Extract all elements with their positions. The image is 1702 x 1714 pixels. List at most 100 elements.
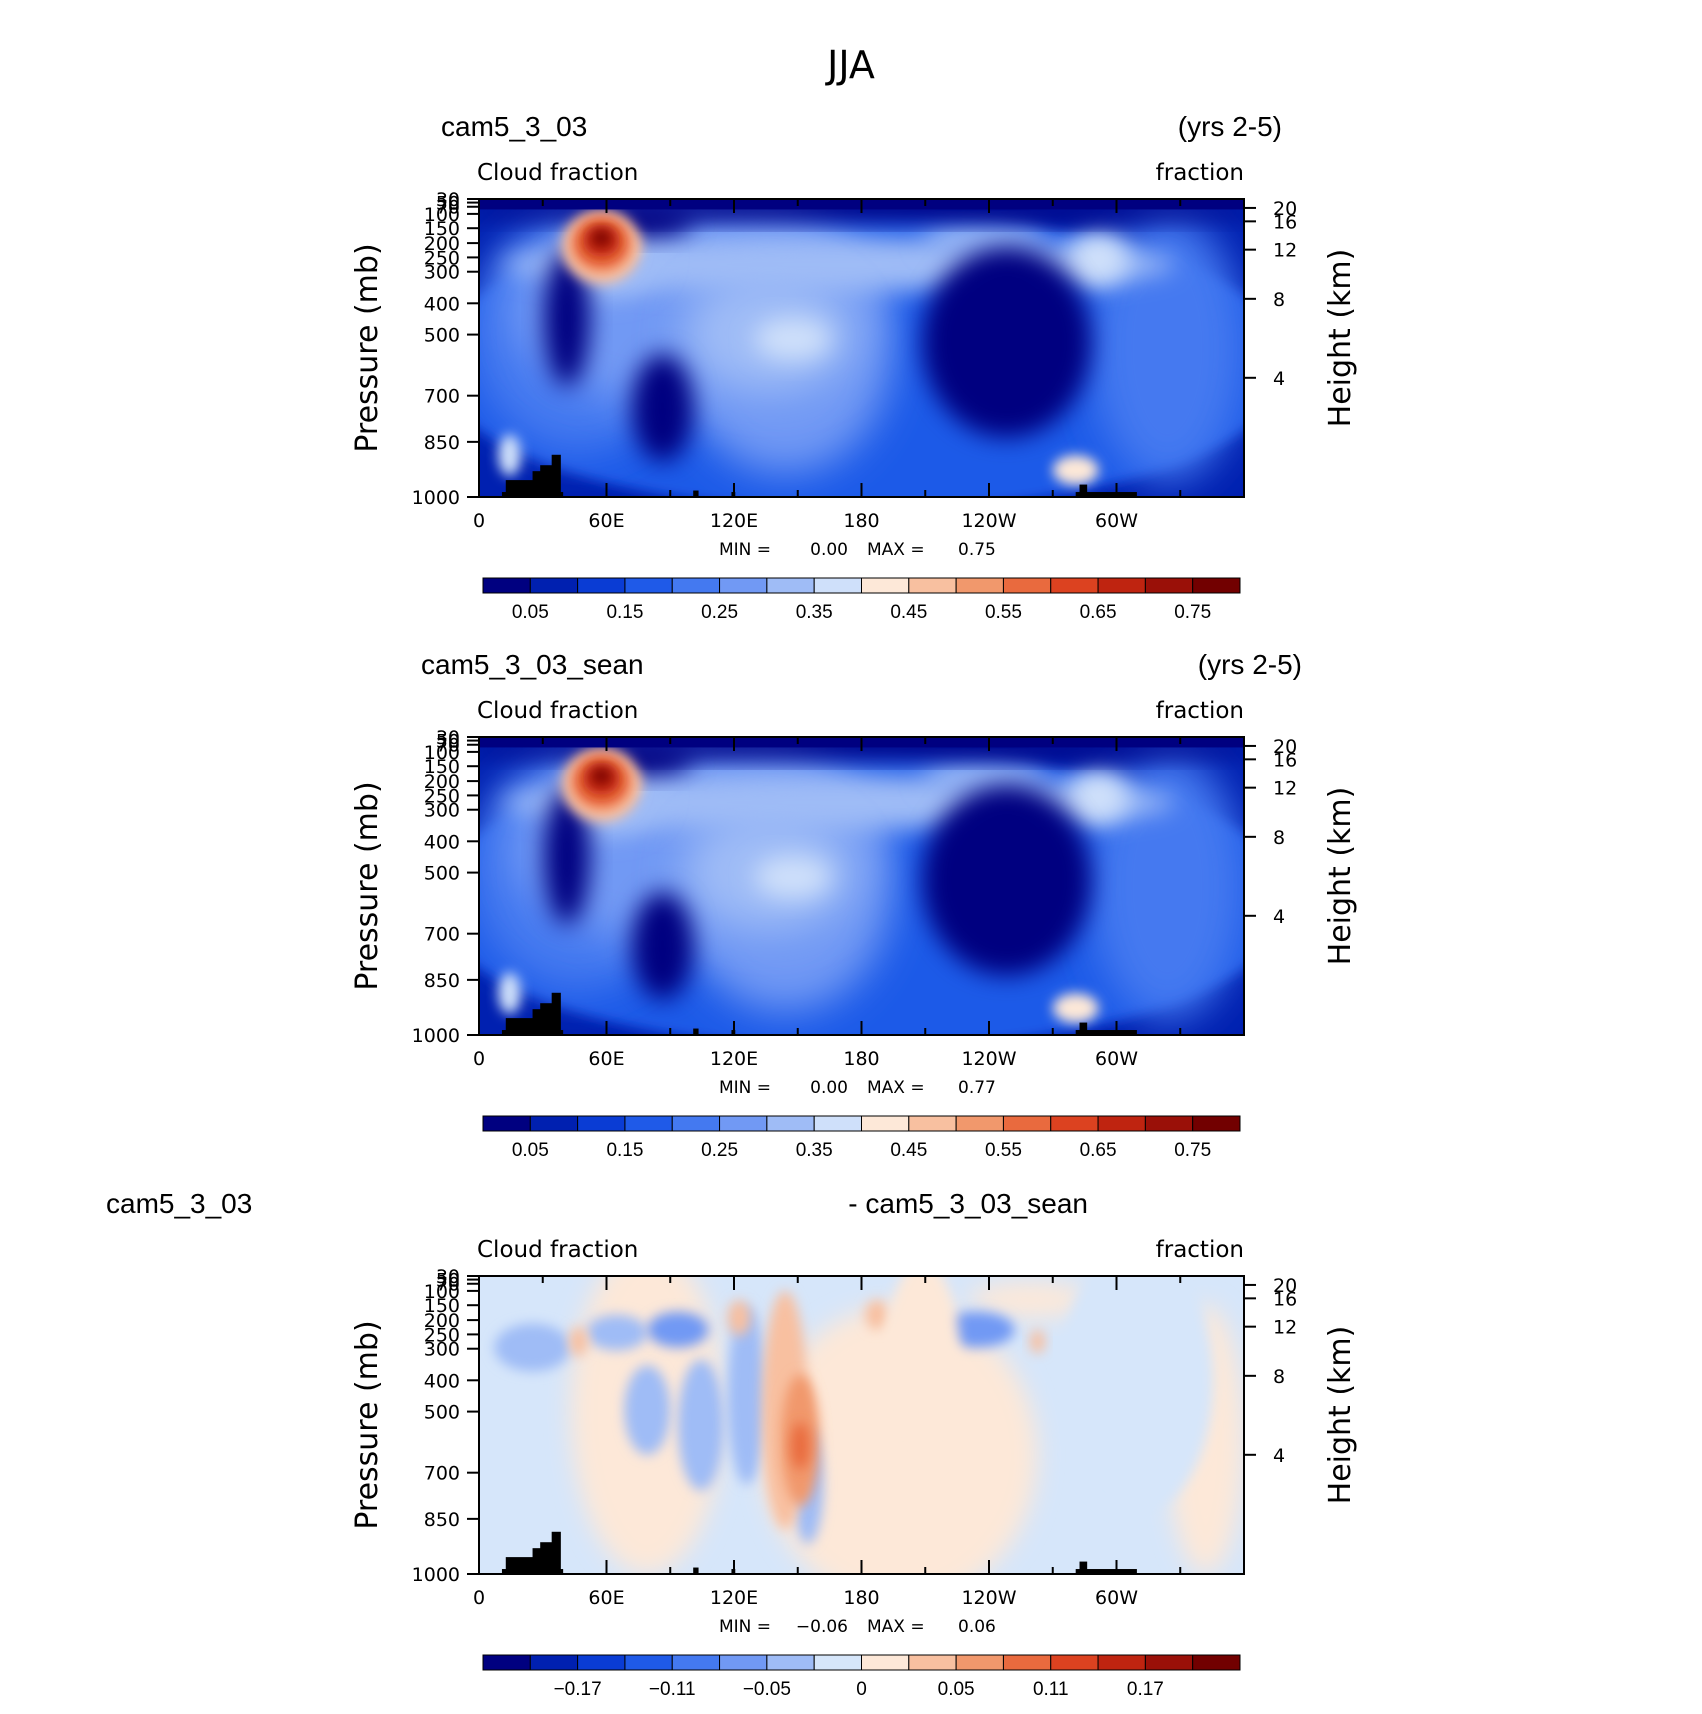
y-tick-label: 200 [424,233,460,255]
colorbar-label: 0.75 [1174,602,1211,623]
y-tick-label: 150 [424,756,460,778]
y-axis-label: Pressure (mb) [350,243,385,452]
panel-subtitle-left: Cloud fraction [477,1237,638,1263]
y-tick-label: 850 [424,432,460,454]
y-axis-label-right: Height (km) [1323,1326,1358,1505]
colorbar-swatch [908,1115,957,1132]
colorbar-swatch [577,577,626,594]
contour-field [479,737,1244,1035]
y-tick-right-label: 8 [1273,827,1285,849]
y-tick-label: 30 [436,727,460,749]
contour-region-negative [586,1314,648,1351]
x-tick-label: 0 [473,1587,485,1609]
panel-left-title: cam5_3_03 [441,111,587,142]
land-mask [532,471,545,497]
contour-region-negative [494,1323,571,1372]
panel-right-title: (yrs 2-5) [1178,111,1282,142]
contour-region-low [922,246,1091,438]
colorbar-label: 0.15 [606,1140,643,1161]
colorbar-swatch [908,1654,957,1671]
y-tick-right-label: 12 [1273,240,1297,262]
panel-subtitle-right: fraction [1156,160,1244,186]
contour-region-positive [791,1422,810,1470]
contour-region-low [922,784,1091,976]
colorbar-swatch [766,1115,815,1132]
colorbar-swatch [1192,1115,1241,1132]
x-tick-label: 120W [961,1048,1016,1070]
y-tick-right-label: 20 [1273,1275,1297,1297]
y-tick-label: 700 [424,1463,460,1485]
y-tick-right-label: 16 [1273,211,1297,233]
colorbar-label: −0.05 [743,1679,791,1700]
colorbar-label: 0.17 [1127,1679,1164,1700]
y-tick-label: 400 [424,831,460,853]
contour-field [479,199,1244,497]
y-tick-label: 300 [424,1339,460,1361]
colorbar-label: 0.65 [1080,602,1117,623]
colorbar-swatch [955,577,1004,594]
land-mask [1075,492,1137,497]
colorbar-label: 0.05 [512,602,549,623]
colorbar-swatch [1097,1115,1146,1132]
y-tick-label: 300 [424,262,460,284]
y-tick-label: 50 [436,731,460,753]
x-tick-label: 60W [1095,510,1138,532]
y-tick-label: 400 [424,293,460,315]
land-mask [551,454,561,497]
colorbar-swatch [1144,1654,1194,1671]
y-tick-right-label: 12 [1273,778,1297,800]
x-tick-label: 60W [1095,1587,1138,1609]
y-tick-label: 200 [424,771,460,793]
land-mask [1075,1569,1137,1574]
colorbar-label: 0.25 [701,1140,738,1161]
colorbar: 0.05 0.15 0.25 0.35 0.45 0.55 0.65 0.75 [482,577,1241,623]
land-mask [551,992,561,1035]
colorbar-label: 0.05 [938,1679,975,1700]
contour-region-high [592,768,611,784]
panel-left-title: cam5_3_03_sean [421,649,644,680]
y-tick-right-label: 12 [1273,1317,1297,1339]
y-tick-right-label: 20 [1273,198,1297,220]
colorbar: 0.05 0.15 0.25 0.35 0.45 0.55 0.65 0.75 [482,1115,1241,1161]
land-mask [1075,1030,1137,1035]
contour-region-low [632,891,694,1000]
land-mask [505,1557,541,1574]
x-tick-label: 120E [710,1048,758,1070]
contour-region [1068,769,1130,824]
max-value: 0.77 [958,1078,996,1098]
colorbar-swatch [719,1654,768,1671]
colorbar-swatch [482,1654,531,1671]
colorbar-swatch [482,1115,531,1132]
contour-region-positive [865,1299,889,1330]
land-mask [693,490,699,497]
colorbar-swatch [1002,1115,1052,1132]
land-mask [1079,1022,1088,1035]
y-tick-label: 100 [424,1281,460,1303]
contour-region [498,972,522,1015]
colorbar-swatch [1144,1115,1194,1132]
colorbar-swatch [624,577,673,594]
y-tick-label: 250 [424,785,460,807]
contour-region-low [544,249,590,387]
colorbar-swatch [529,577,579,594]
max-label: MAX = [867,1078,925,1098]
y-tick-label: 850 [424,970,460,992]
colorbar-swatch [766,577,815,594]
colorbar-label: 0.55 [985,1140,1022,1161]
colorbar-swatch [861,1115,910,1132]
min-value: −0.06 [796,1617,848,1637]
max-label: MAX = [867,540,925,560]
land-mask [1079,1561,1088,1574]
contour-region [1052,993,1099,1024]
colorbar-swatch [1097,577,1146,594]
y-tick-right-label: 16 [1273,1288,1297,1310]
y-tick-label: 1000 [412,1564,460,1586]
y-tick-right-label: 8 [1273,289,1285,311]
colorbar-swatch [1002,1654,1052,1671]
contour-region-negative [727,1305,766,1485]
y-tick-label: 500 [424,325,460,347]
y-axis-label: Pressure (mb) [350,1320,385,1529]
colorbar-label: 0.35 [796,602,833,623]
contour-region-positive [727,1299,751,1336]
x-tick-label: 60E [588,1048,624,1070]
